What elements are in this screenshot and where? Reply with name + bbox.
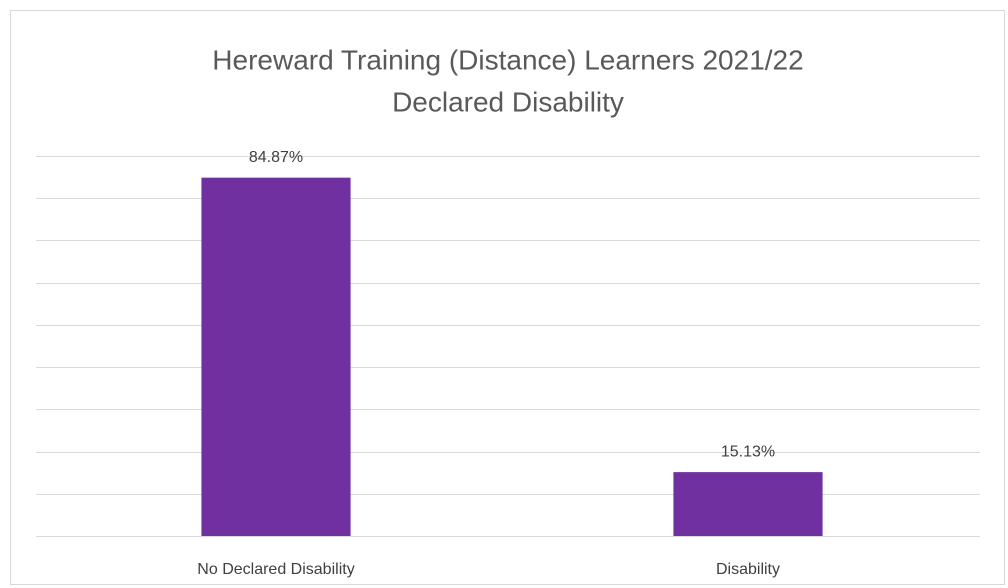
chart-title: Declared Disability [392,86,624,117]
x-tick-label: Disability [716,561,780,578]
chart-title: Hereward Training (Distance) Learners 20… [212,44,803,75]
bar [673,472,823,536]
chart-border [10,10,1005,585]
x-tick-label: No Declared Disability [197,561,354,578]
data-label: 84.87% [249,149,303,166]
data-label: 15.13% [721,443,775,460]
bar [201,177,351,536]
